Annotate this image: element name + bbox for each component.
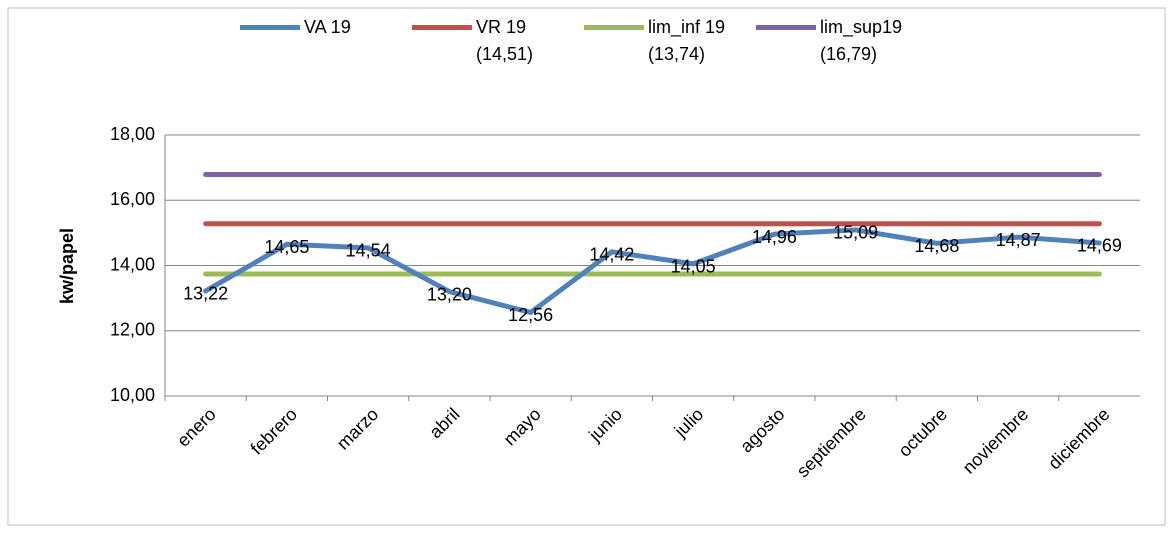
legend-label: lim_sup19 (16,79) bbox=[820, 17, 903, 64]
data-label: 14,05 bbox=[671, 257, 716, 277]
x-tick-label: noviembre bbox=[959, 404, 1033, 478]
y-axis-label: kw/papel bbox=[57, 228, 77, 304]
data-label: 14,42 bbox=[589, 245, 634, 265]
legend-swatch bbox=[584, 25, 644, 30]
legend-swatch bbox=[756, 25, 816, 30]
y-tick-label: 12,00 bbox=[110, 320, 155, 340]
legend-item: lim_inf 19 (13,74) bbox=[584, 14, 756, 68]
x-tick-label: julio bbox=[670, 404, 707, 441]
y-tick-label: 16,00 bbox=[110, 189, 155, 209]
data-label: 14,96 bbox=[752, 227, 797, 247]
x-tick-label: octubre bbox=[894, 404, 951, 461]
data-label: 14,87 bbox=[996, 230, 1041, 250]
legend-item: VA 19 bbox=[240, 14, 412, 68]
x-tick-label: diciembre bbox=[1044, 404, 1113, 473]
y-tick-label: 14,00 bbox=[110, 254, 155, 274]
legend-label: VA 19 bbox=[304, 17, 351, 37]
y-tick-label: 18,00 bbox=[110, 124, 155, 144]
x-tick-label: marzo bbox=[333, 404, 383, 454]
x-tick-label: febrero bbox=[247, 404, 301, 458]
x-tick-label: septiembre bbox=[793, 404, 870, 481]
legend-swatch bbox=[412, 25, 472, 30]
legend-label: VR 19 (14,51) bbox=[476, 17, 534, 64]
data-label: 14,65 bbox=[264, 237, 309, 257]
y-tick-label: 10,00 bbox=[110, 385, 155, 405]
data-label: 13,22 bbox=[183, 284, 228, 304]
data-label: 15,09 bbox=[833, 223, 878, 243]
data-label: 14,69 bbox=[1077, 236, 1122, 256]
data-label: 14,68 bbox=[914, 236, 959, 256]
chart-border bbox=[7, 7, 1166, 526]
legend: VA 19 VR 19 (14,51) lim_inf 19 (13,74) lim_… bbox=[240, 14, 928, 68]
legend-swatch bbox=[240, 25, 300, 30]
legend-item: VR 19 (14,51) bbox=[412, 14, 584, 68]
data-label: 12,56 bbox=[508, 305, 553, 325]
x-tick-label: agosto bbox=[736, 404, 788, 456]
x-tick-label: abril bbox=[425, 404, 463, 442]
x-tick-label: junio bbox=[584, 404, 626, 446]
x-tick-label: enero bbox=[173, 404, 220, 451]
data-label: 14,54 bbox=[346, 241, 391, 261]
series-line bbox=[203, 227, 1102, 315]
data-label: 13,20 bbox=[427, 284, 472, 304]
x-tick-label: mayo bbox=[500, 404, 545, 449]
legend-item: lim_sup19 (16,79) bbox=[756, 14, 928, 68]
legend-label: lim_inf 19 (13,74) bbox=[648, 17, 726, 64]
